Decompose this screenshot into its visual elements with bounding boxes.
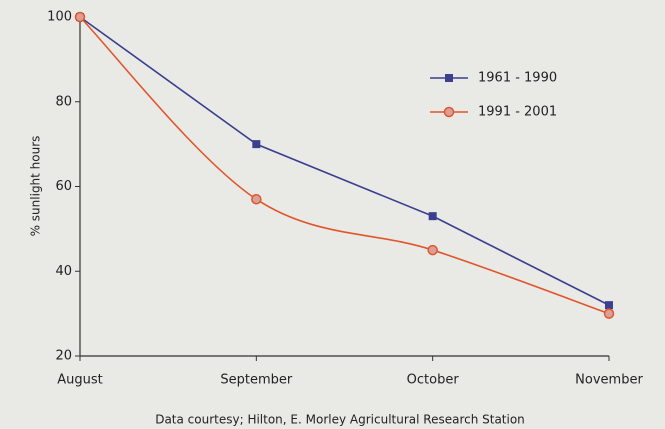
legend-label: 1961 - 1990 xyxy=(478,71,557,86)
marker xyxy=(251,193,262,205)
x-tick-label: November xyxy=(575,373,643,388)
marker xyxy=(252,140,261,149)
x-tick-label: August xyxy=(57,373,103,388)
legend-label: 1991 - 2001 xyxy=(478,105,557,120)
marker xyxy=(603,308,615,319)
marker xyxy=(605,301,613,310)
y-tick-label: 40 xyxy=(55,264,72,279)
marker xyxy=(443,106,455,118)
y-tick-label: 60 xyxy=(55,179,72,194)
marker xyxy=(428,212,437,221)
marker xyxy=(445,74,453,82)
y-tick-label: 20 xyxy=(55,349,72,364)
x-tick-label: October xyxy=(407,373,460,388)
marker xyxy=(427,244,438,256)
marker xyxy=(74,11,86,23)
y-axis-label: % sunlight hours xyxy=(29,136,43,237)
series-line xyxy=(79,16,610,315)
y-tick-label: 80 xyxy=(55,94,72,109)
y-tick-label: 100 xyxy=(47,10,72,25)
caption: Data courtesy; Hilton, E. Morley Agricul… xyxy=(155,413,525,427)
series-line xyxy=(79,16,610,306)
x-tick-label: September xyxy=(220,373,293,388)
